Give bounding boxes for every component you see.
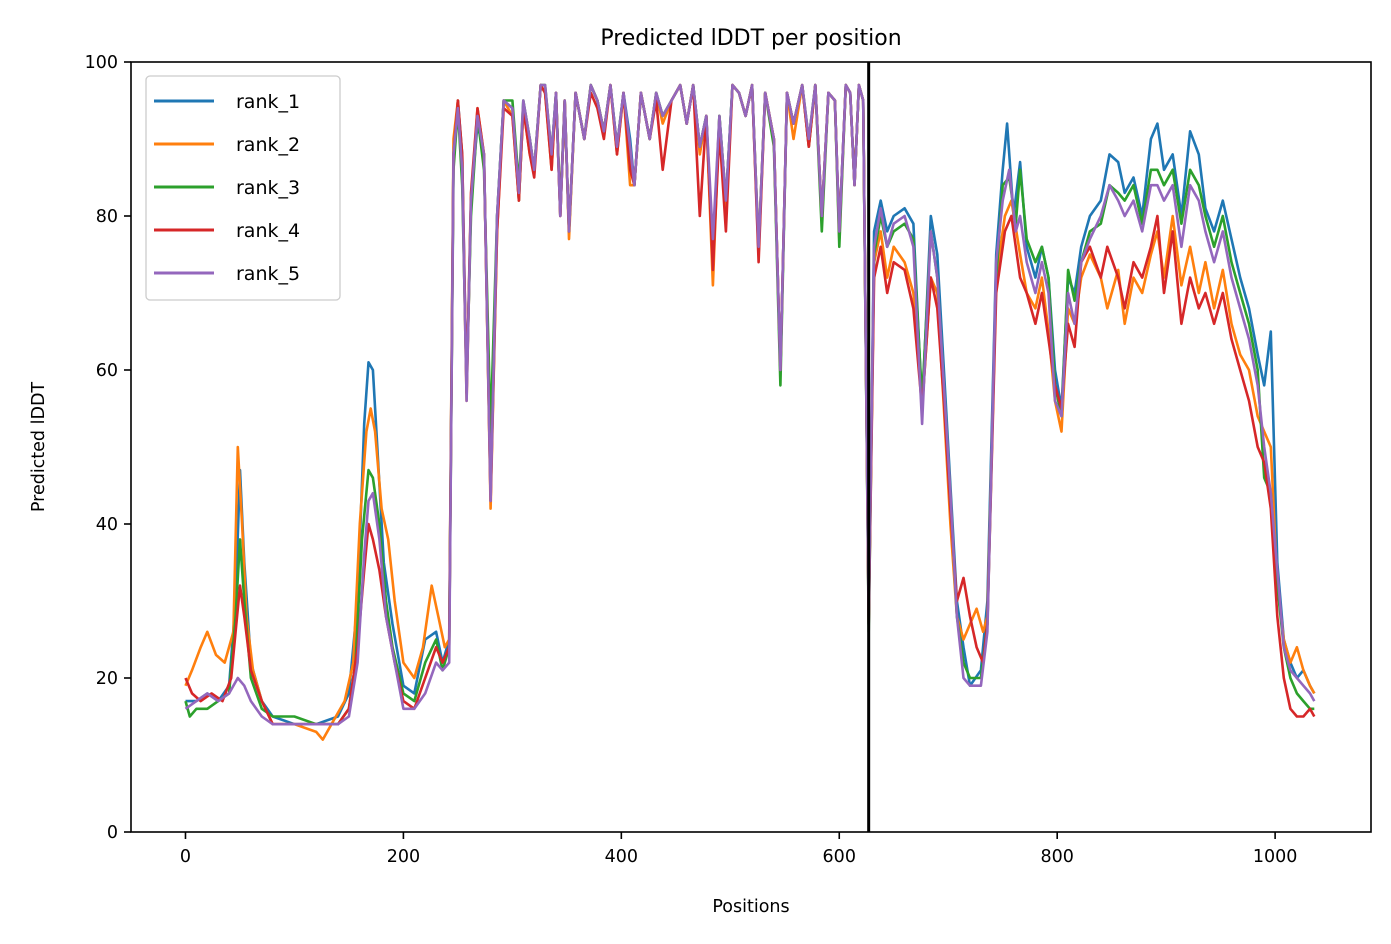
y-tick-label: 20	[96, 669, 118, 689]
plot-area: 0 200 400 600 800 1000 0 20 40 60 80 100 rank_1 rank_…	[85, 53, 1372, 867]
legend-label-rank_2: rank_2	[236, 134, 300, 156]
legend-label-rank_3: rank_3	[236, 177, 300, 199]
x-tick-label: 1000	[1253, 847, 1298, 867]
y-tick-label: 80	[96, 207, 118, 227]
x-tick-label: 400	[605, 847, 638, 867]
y-tick-label: 0	[107, 823, 118, 843]
x-axis-label: Positions	[712, 897, 789, 917]
x-tick-label: 0	[180, 847, 191, 867]
x-tick-label: 200	[387, 847, 420, 867]
legend-label-rank_1: rank_1	[236, 91, 300, 113]
x-tick-label: 800	[1040, 847, 1073, 867]
legend-label-rank_5: rank_5	[236, 263, 300, 285]
series-line-rank_5	[184, 83, 1316, 726]
plot-frame	[130, 61, 1372, 833]
chart-title: Predicted lDDT per position	[600, 26, 901, 51]
y-tick-label: 60	[96, 361, 118, 381]
y-tick-label: 40	[96, 515, 118, 535]
x-tick-label: 600	[823, 847, 856, 867]
series-line-rank_4	[184, 83, 1316, 726]
legend-box	[145, 75, 341, 301]
legend-label-rank_4: rank_4	[236, 220, 300, 242]
y-tick-label: 100	[85, 53, 118, 73]
y-axis-label: Predicted lDDT	[29, 382, 49, 513]
